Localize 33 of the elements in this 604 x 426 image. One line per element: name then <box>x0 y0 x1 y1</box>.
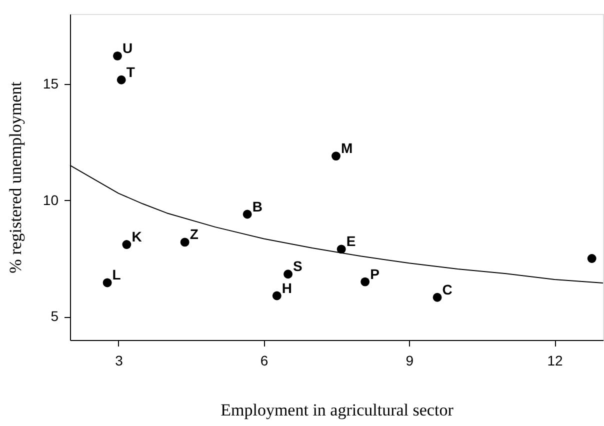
point <box>242 210 252 219</box>
annotation: T <box>126 64 136 80</box>
point <box>113 51 122 60</box>
y-tick-label: 10 <box>42 192 59 208</box>
point <box>432 292 442 302</box>
point <box>102 278 112 288</box>
point <box>587 254 596 263</box>
annotation: M <box>341 140 353 156</box>
annotation: Z <box>190 226 199 242</box>
x-tick-label: 12 <box>547 352 564 368</box>
point <box>116 75 126 84</box>
point <box>332 152 340 161</box>
point <box>122 240 132 249</box>
annotation: P <box>370 266 380 282</box>
point <box>284 270 293 279</box>
x-tick-label: 3 <box>115 352 124 368</box>
annotation: C <box>442 281 452 298</box>
annotation: K <box>132 228 142 245</box>
x-tick-label: 6 <box>260 352 268 368</box>
annotation: E <box>346 233 356 250</box>
point <box>272 291 282 300</box>
y-tick-label: 15 <box>42 75 59 92</box>
point <box>180 238 190 247</box>
y-axis-title: % registered unemployment <box>6 81 25 274</box>
annotation: B <box>252 198 262 214</box>
annotation: S <box>293 258 302 274</box>
point <box>360 277 370 286</box>
y-tick-label: 5 <box>50 308 59 324</box>
x-tick-label: 9 <box>406 352 414 368</box>
x-axis-title: Employment in agricultural sector <box>220 400 454 420</box>
annotation: U <box>122 40 133 56</box>
annotation: L <box>112 266 122 283</box>
annotation: H <box>282 280 292 296</box>
